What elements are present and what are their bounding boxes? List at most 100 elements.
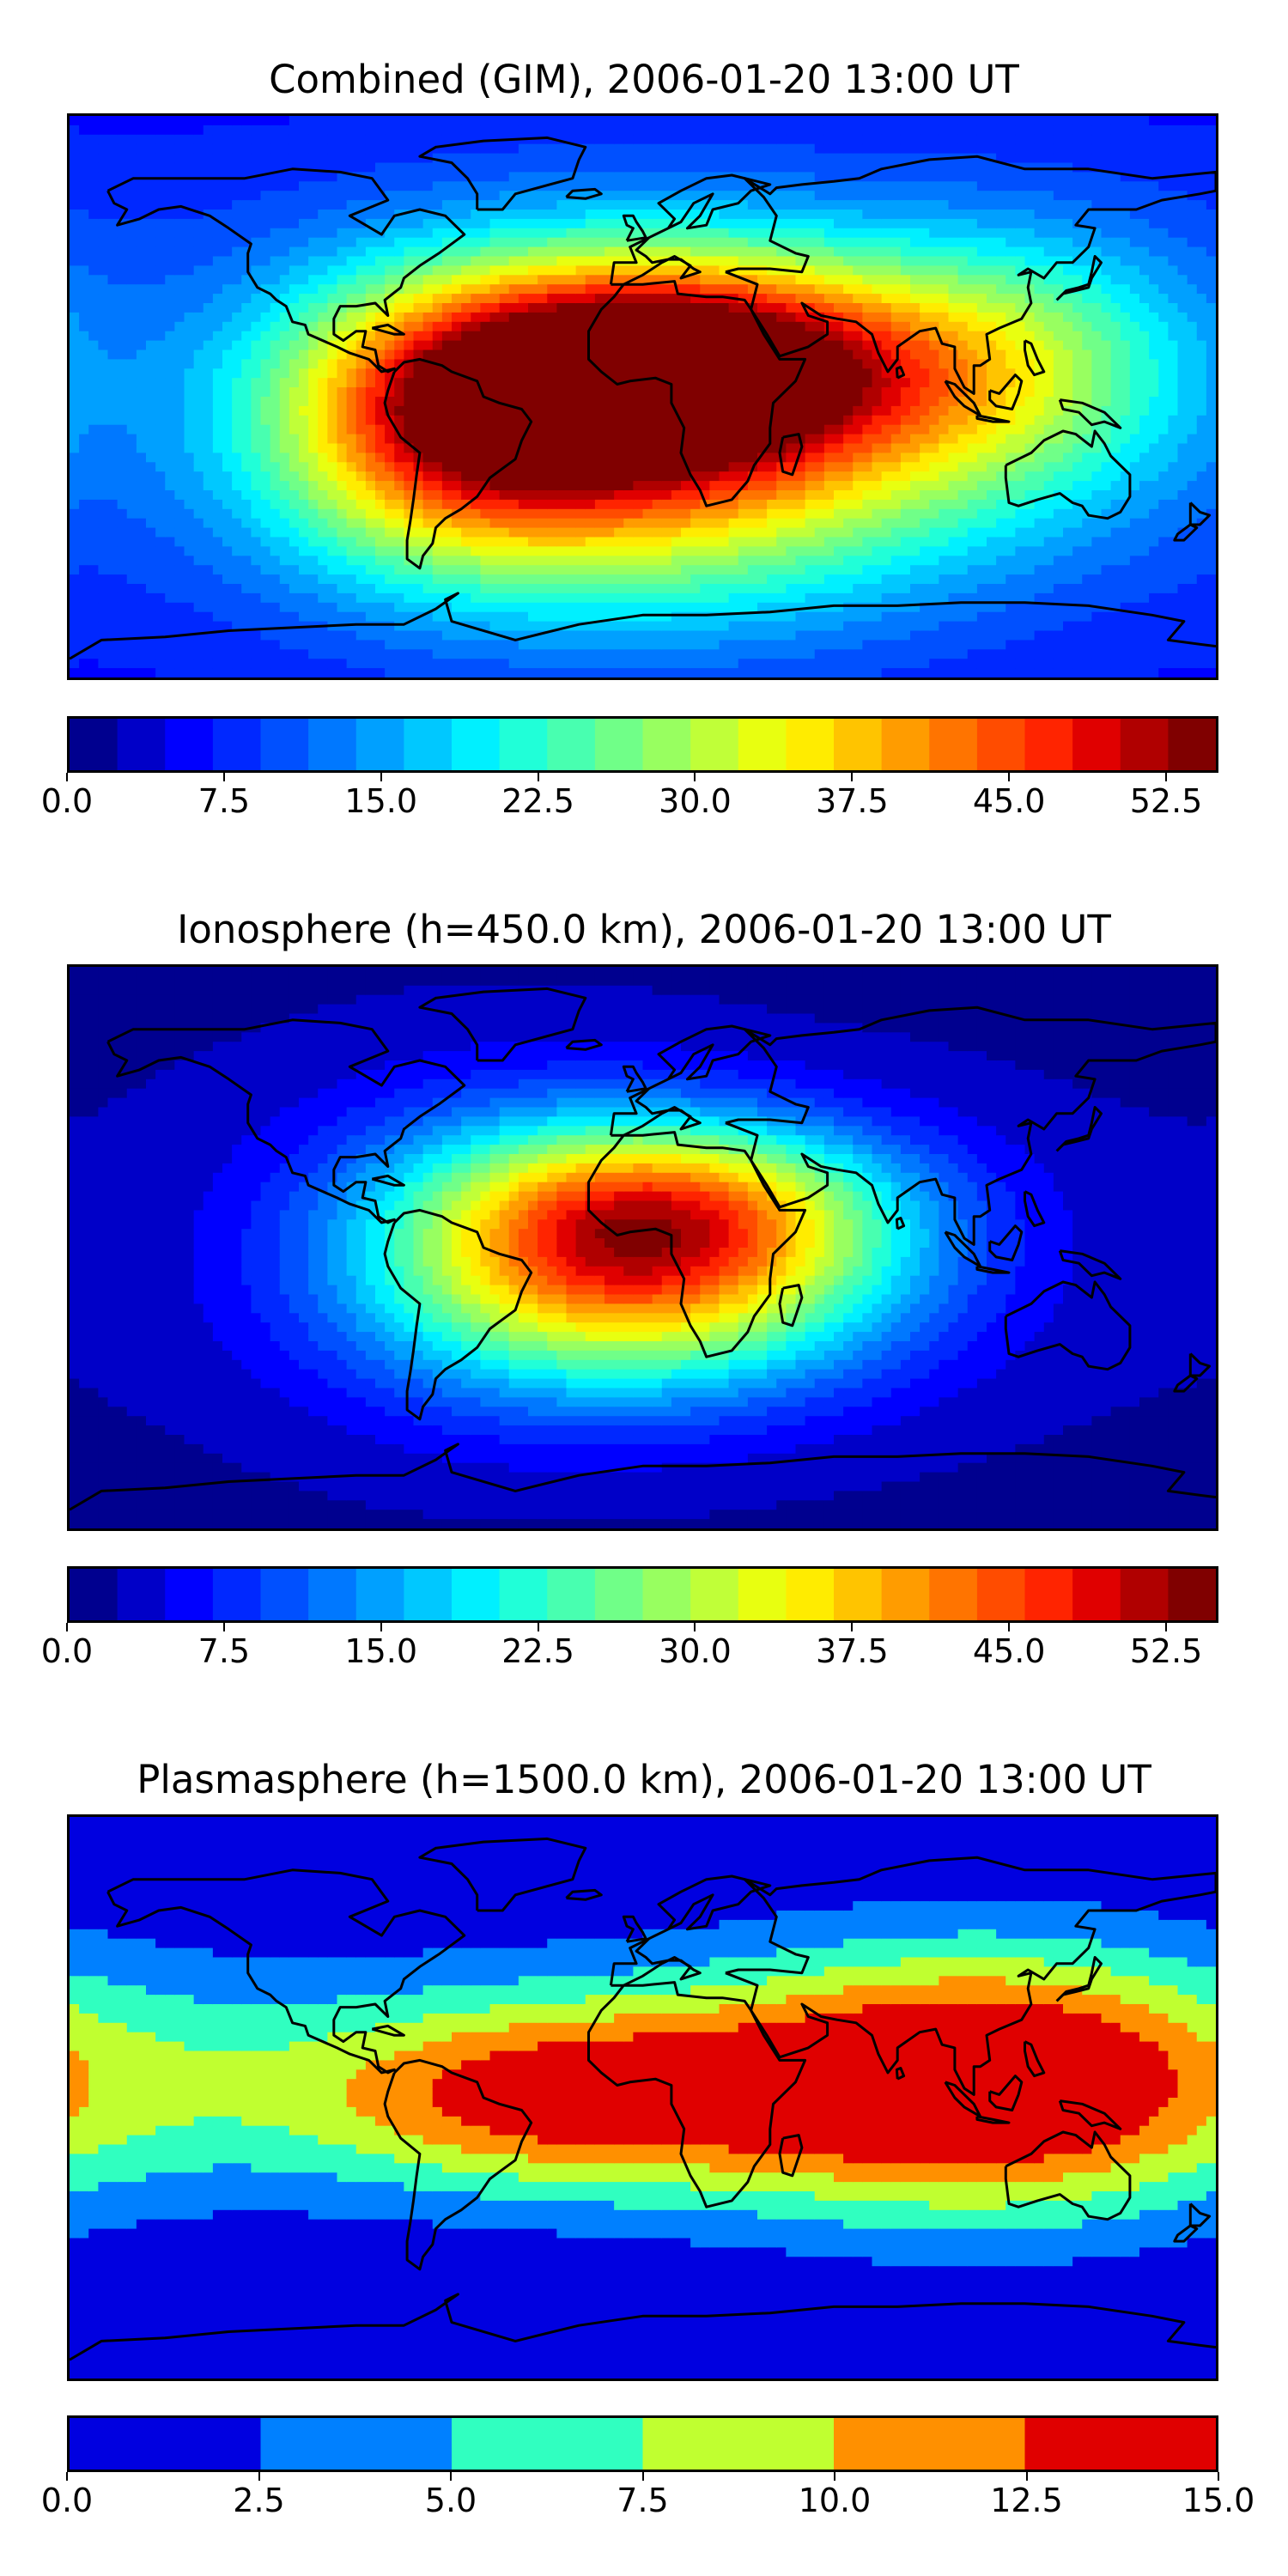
- colorbar-tick-label: 37.5: [816, 785, 889, 817]
- colorbar-swatch: [260, 2418, 453, 2470]
- colorbar-tick-label: 45.0: [973, 785, 1046, 817]
- colorbar-swatch: [1024, 719, 1073, 770]
- coastline: [565, 1038, 603, 1051]
- coastline: [418, 1837, 587, 1912]
- coastline: [371, 1174, 405, 1187]
- coastlines: [70, 987, 1216, 1511]
- colorbar-tick: [380, 773, 382, 781]
- colorbar-swatch: [881, 1569, 930, 1620]
- coastline: [565, 1888, 603, 1901]
- coastline: [988, 2075, 1024, 2111]
- colorbar-swatch: [881, 719, 930, 770]
- colorbar-swatch: [834, 719, 883, 770]
- colorbar-tick: [1165, 773, 1168, 781]
- coastline: [565, 187, 603, 200]
- colorbar-swatch: [642, 719, 691, 770]
- tec-field: [70, 967, 1216, 1528]
- colorbar-swatch: [1120, 719, 1169, 770]
- colorbar-tick: [1165, 1623, 1168, 1631]
- colorbar-swatch: [452, 2418, 644, 2470]
- colorbar-tick: [66, 2472, 68, 2481]
- colorbar-swatch: [117, 1569, 166, 1620]
- tec-map-plasmasphere: [67, 1814, 1218, 2381]
- coastline: [975, 414, 1011, 423]
- colorbar-swatch: [355, 719, 404, 770]
- colorbar-swatch: [260, 719, 309, 770]
- coastline: [106, 1868, 466, 2075]
- colorbar-swatch: [70, 2418, 262, 2470]
- colorbar-tick-label: 52.5: [1130, 785, 1203, 817]
- colorbar-tick: [851, 773, 854, 781]
- colorbar-tick-label: 7.5: [198, 785, 250, 817]
- coastline: [1058, 2099, 1122, 2130]
- colorbar-swatch: [212, 719, 262, 770]
- coastline: [418, 987, 587, 1062]
- coastline: [1024, 2040, 1046, 2078]
- coastline: [1188, 2202, 1212, 2227]
- coastlines: [70, 1837, 1216, 2361]
- colorbar-swatch: [499, 719, 548, 770]
- coastline: [1188, 501, 1212, 526]
- panel-title: Ionosphere (h=450.0 km), 2006-01-20 13:0…: [0, 910, 1288, 949]
- colorbar-tick: [694, 773, 696, 781]
- colorbar-tick: [641, 2472, 644, 2481]
- coastline: [587, 280, 807, 507]
- colorbar-tick: [66, 1623, 68, 1631]
- colorbar-swatch: [452, 1569, 501, 1620]
- coastline: [725, 1856, 1216, 2096]
- colorbar-tick-label: 52.5: [1130, 1635, 1203, 1668]
- colorbar-swatch: [355, 1569, 404, 1620]
- colorbar-swatch: [976, 719, 1026, 770]
- panel-title: Plasmasphere (h=1500.0 km), 2006-01-20 1…: [0, 1760, 1288, 1799]
- coastline: [1173, 2224, 1199, 2243]
- colorbar-tick: [450, 2472, 452, 2481]
- colorbar-ticks: 0.0 2.5 5.0 7.5 10.0 12.5 15.0: [41, 2472, 1255, 2524]
- colorbar-tick: [66, 773, 68, 781]
- colorbar-swatch: [165, 719, 214, 770]
- coastline: [1058, 398, 1122, 429]
- coastline: [1173, 1374, 1199, 1393]
- tec-map-ionosphere: [67, 964, 1218, 1531]
- colorbar-tick-label: 37.5: [816, 1635, 889, 1668]
- colorbar-swatch: [786, 1569, 835, 1620]
- colorbar-tick: [1025, 2472, 1028, 2481]
- colorbar-tick-label: 0.0: [41, 785, 93, 817]
- coastline: [70, 1443, 1216, 1511]
- colorbar-swatch: [1168, 719, 1216, 770]
- coastline: [1024, 1190, 1046, 1228]
- coastline: [70, 592, 1216, 660]
- coastline: [622, 1065, 647, 1093]
- colorbar-tick-label: 30.0: [659, 1635, 732, 1668]
- coastline: [371, 323, 405, 336]
- colorbar-tick: [851, 1623, 854, 1631]
- colorbar-swatch: [1168, 1569, 1216, 1620]
- colorbar-tick-label: 7.5: [198, 1635, 250, 1668]
- colorbar-swatch: [834, 2418, 1026, 2470]
- coastline: [975, 2115, 1011, 2124]
- coastline: [1173, 523, 1199, 542]
- coastline: [609, 173, 772, 286]
- colorbar-tick-label: 45.0: [973, 1635, 1046, 1668]
- coastline: [587, 1131, 807, 1358]
- colorbar-swatch: [929, 1569, 978, 1620]
- coastline: [622, 1915, 647, 1943]
- coastline: [383, 1208, 533, 1421]
- colorbar-swatch: [308, 719, 357, 770]
- colorbar-tick: [834, 2472, 835, 2481]
- coastline: [1004, 429, 1132, 520]
- colorbar-tick: [537, 773, 539, 781]
- colorbar-swatch: [642, 2418, 835, 2470]
- colorbar-swatch: [976, 1569, 1026, 1620]
- coastline: [1188, 1352, 1212, 1377]
- colorbar-tick-label: 22.5: [501, 785, 574, 817]
- colorbar-swatch: [547, 719, 596, 770]
- colorbar-swatch: [690, 719, 739, 770]
- colorbar-plasmasphere: [67, 2415, 1218, 2472]
- colorbar-ticks: 0.0 7.5 15.0 22.5 30.0 37.5 45.0 52.5: [41, 1623, 1218, 1674]
- colorbar-swatch: [404, 1569, 453, 1620]
- colorbar-tick: [222, 773, 225, 781]
- colorbar-tick-label: 15.0: [344, 1635, 417, 1668]
- colorbar-tick-label: 30.0: [659, 785, 732, 817]
- coastline: [371, 2024, 405, 2037]
- coastline: [895, 1217, 906, 1230]
